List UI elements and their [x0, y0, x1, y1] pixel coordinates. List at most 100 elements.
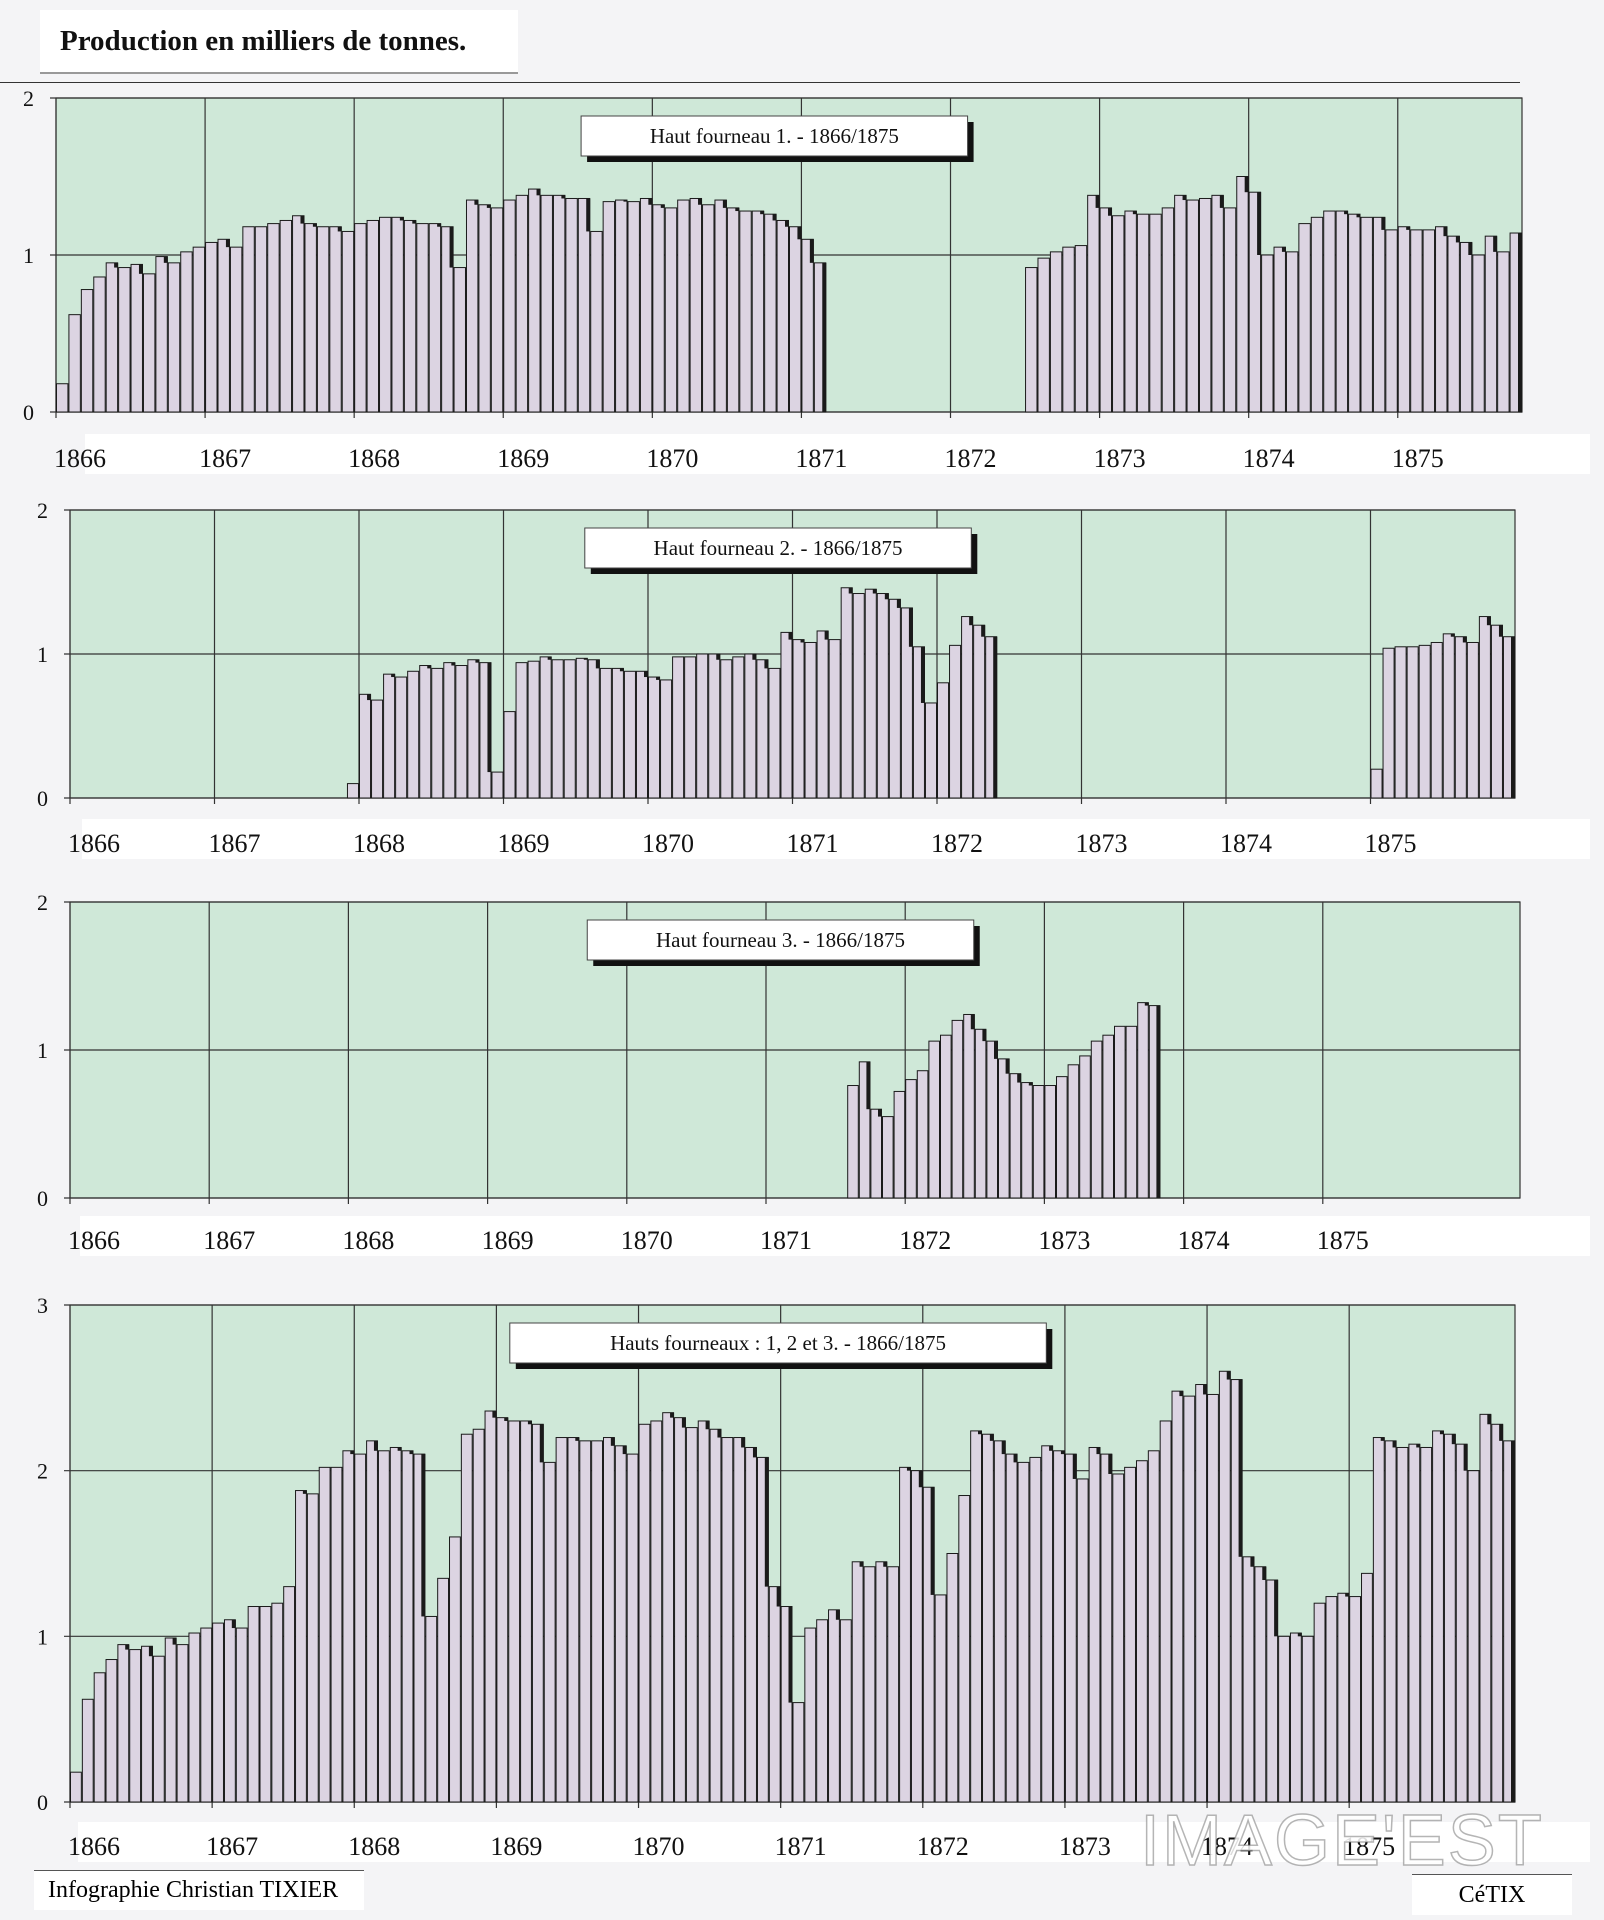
bar [840, 587, 853, 799]
bar-shadow [302, 1490, 307, 1494]
bar [998, 1058, 1010, 1199]
bar [875, 1561, 888, 1803]
bar [1102, 1034, 1115, 1199]
bar [129, 1649, 142, 1803]
bar-shadow [547, 656, 552, 660]
bar [635, 670, 648, 799]
bar-shadow [1132, 211, 1137, 215]
bar [828, 1609, 840, 1803]
bar-shadow [1511, 636, 1515, 798]
bar [928, 1040, 941, 1199]
bar-shadow [788, 1606, 793, 1703]
bar [963, 1013, 975, 1199]
bar [217, 238, 230, 413]
x-axis-strip [78, 1822, 1590, 1862]
bar [118, 267, 131, 413]
bar [804, 1627, 817, 1803]
bar-shadow [752, 1447, 757, 1458]
bar-shadow [656, 677, 661, 680]
bar [1009, 1073, 1022, 1199]
bar [1218, 1370, 1231, 1803]
bar [1029, 1456, 1042, 1803]
bar [922, 1486, 935, 1803]
x-tick-label: 1872 [917, 1832, 969, 1861]
x-tick-label: 1871 [795, 444, 847, 473]
bar-shadow [717, 1429, 722, 1438]
x-tick-label: 1872 [899, 1226, 951, 1255]
bar [982, 1433, 994, 1803]
bar [366, 1440, 378, 1803]
x-axis-strip [82, 819, 1590, 859]
page-title: Production en milliers de tonnes. [40, 10, 518, 74]
bar [756, 659, 769, 799]
bar-shadow [486, 204, 491, 208]
y-tick-label: 2 [37, 1459, 48, 1484]
bar [672, 656, 685, 799]
bar [934, 1594, 947, 1803]
bar [484, 1410, 497, 1803]
bar-shadow [399, 217, 404, 221]
bar-shadow [1462, 636, 1467, 643]
y-tick-label: 1 [37, 1038, 48, 1063]
bar [579, 1440, 592, 1803]
bar-shadow [373, 1440, 378, 1451]
bar [1171, 1390, 1184, 1803]
bar [1074, 245, 1088, 413]
bar [508, 1420, 521, 1803]
bar [271, 1602, 284, 1803]
title-box [580, 115, 969, 157]
bar-shadow [660, 204, 665, 208]
bar [1088, 1446, 1101, 1803]
bar-shadow [575, 1437, 580, 1441]
bar-shadow [595, 659, 600, 669]
bar [1125, 1025, 1138, 1199]
bar [893, 1090, 906, 1199]
bar [1385, 229, 1398, 413]
bar [460, 1433, 473, 1803]
bar [1135, 1460, 1148, 1803]
bar [354, 223, 367, 413]
x-tick-label: 1871 [760, 1226, 812, 1255]
bar [789, 226, 802, 413]
bar-shadow [1416, 1444, 1421, 1448]
bar [1114, 1025, 1126, 1199]
bar [900, 607, 913, 799]
x-tick-label: 1867 [203, 1226, 255, 1255]
bar [354, 1453, 367, 1803]
bar [1112, 1473, 1125, 1803]
bar [937, 682, 950, 799]
bar-shadow [623, 200, 628, 202]
bar [391, 216, 404, 413]
x-tick-label: 1866 [68, 1832, 120, 1861]
bar [1079, 1055, 1091, 1199]
x-tick-label: 1872 [945, 444, 997, 473]
bar [1455, 1443, 1468, 1803]
bar [940, 1034, 952, 1199]
x-tick-label: 1875 [1392, 444, 1444, 473]
bar-shadow [1001, 1440, 1006, 1455]
bar [591, 1440, 603, 1803]
chart-title: Hauts fourneaux : 1, 2 et 3. - 1866/1875 [610, 1331, 946, 1355]
bar-shadow [1108, 1454, 1113, 1474]
bar [105, 262, 119, 413]
bar [733, 1437, 746, 1803]
bar-shadow [1013, 1454, 1018, 1463]
bar [188, 1632, 201, 1803]
y-tick-label: 3 [37, 1293, 48, 1318]
x-tick-label: 1869 [482, 1226, 534, 1255]
bar-shadow [451, 662, 456, 666]
x-tick-label: 1868 [348, 444, 400, 473]
bar [449, 1536, 461, 1803]
bar-shadow [1443, 226, 1448, 237]
bar-shadow [993, 636, 998, 798]
bar [316, 226, 330, 413]
bar [1195, 1384, 1208, 1803]
bar [847, 1085, 859, 1199]
bar-shadow [1406, 226, 1411, 230]
bar [726, 207, 740, 413]
bar-shadow [1297, 1633, 1302, 1637]
bar [864, 588, 877, 799]
bar [167, 262, 181, 413]
